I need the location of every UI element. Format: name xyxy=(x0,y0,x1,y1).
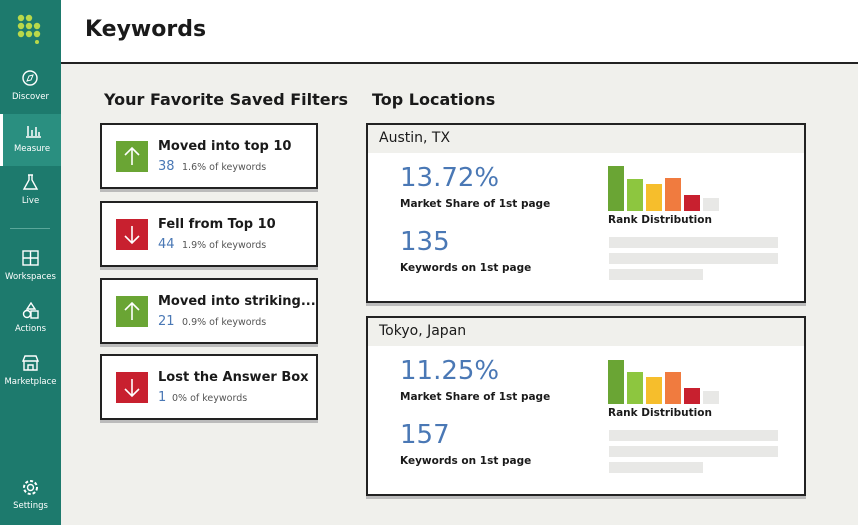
filter-detail: 0.9% of keywords xyxy=(182,317,267,328)
nav-icon xyxy=(26,126,41,138)
rank-bar xyxy=(646,184,662,211)
nav-item[interactable]: Settings xyxy=(0,471,61,523)
nav-icon xyxy=(22,250,39,266)
nav-item[interactable]: Live xyxy=(0,166,61,218)
rank-bar xyxy=(608,360,624,404)
nav-item[interactable]: Marketplace xyxy=(0,347,61,399)
nav-label: Workspaces xyxy=(5,272,56,282)
keyword-label: Keywords on 1st page xyxy=(400,262,532,274)
keyword-count: 157 xyxy=(400,420,450,450)
logo xyxy=(17,14,41,44)
nav-item[interactable]: Discover xyxy=(0,62,61,114)
filter-detail: 1.6% of keywords xyxy=(182,162,267,173)
rank-bar xyxy=(627,179,643,211)
nav-icon xyxy=(23,480,38,495)
arrow xyxy=(124,379,140,398)
rank-bar xyxy=(703,198,719,211)
page-title: Keywords xyxy=(85,17,207,42)
location-card: 11.25% Market Share of 1st page 157 Keyword… xyxy=(366,346,806,496)
placeholder xyxy=(609,446,778,457)
section-title: Your Favorite Saved Filters xyxy=(104,90,349,109)
nav-item[interactable]: Actions xyxy=(0,294,61,346)
keyword-count: 135 xyxy=(400,227,450,257)
filter-icon xyxy=(116,141,148,172)
market-share-label: Market Share of 1st page xyxy=(400,391,551,403)
market-share: 11.25% xyxy=(400,356,500,386)
rank-chart xyxy=(608,360,719,404)
nav-item[interactable]: Measure xyxy=(0,114,61,166)
distribution-label: Rank Distribution xyxy=(608,214,712,226)
location-card: 13.72% Market Share of 1st page 135 Keyword… xyxy=(366,153,806,303)
placeholder xyxy=(609,462,703,473)
nav-label: Settings xyxy=(13,501,48,511)
keyword-label: Keywords on 1st page xyxy=(400,455,532,467)
nav-label: Discover xyxy=(12,92,49,102)
rank-bar xyxy=(703,391,719,404)
filter-label: Moved into striking... xyxy=(158,294,316,309)
market-share: 13.72% xyxy=(400,163,500,193)
nav-label: Actions xyxy=(14,324,47,334)
filter-card[interactable]: Lost the Answer Box 1 0% of keywords xyxy=(100,354,318,420)
nav-label: Marketplace xyxy=(4,377,57,387)
filter-label: Moved into top 10 xyxy=(158,139,292,154)
filter-card[interactable]: Moved into top 10 38 1.6% of keywords xyxy=(100,123,318,189)
header: Keywords xyxy=(61,0,858,64)
rank-bar xyxy=(665,372,681,404)
nav-icon xyxy=(22,355,39,371)
rank-bar xyxy=(684,195,700,211)
arrow xyxy=(124,226,140,245)
filter-label: Fell from Top 10 xyxy=(158,217,276,232)
placeholder xyxy=(609,253,778,264)
rank-chart xyxy=(608,166,719,211)
filter-icon xyxy=(116,296,148,327)
nav-icon xyxy=(22,174,39,190)
rank-bar xyxy=(646,377,662,404)
filter-count: 21 xyxy=(158,314,175,329)
arrow xyxy=(124,301,140,320)
rank-bar xyxy=(627,372,643,404)
filter-card[interactable]: Moved into striking... 21 0.9% of keywords xyxy=(100,278,318,344)
filter-icon xyxy=(116,372,148,403)
filter-count: 38 xyxy=(158,159,175,174)
placeholder xyxy=(609,430,778,441)
filter-detail: 1.9% of keywords xyxy=(182,240,267,251)
filter-count: 1 xyxy=(158,390,167,405)
nav-icon xyxy=(22,70,38,86)
filter-card[interactable]: Fell from Top 10 44 1.9% of keywords xyxy=(100,201,318,267)
filter-label: Lost the Answer Box xyxy=(158,370,309,385)
rank-bar xyxy=(608,166,624,211)
nav-icon xyxy=(22,302,39,319)
nav-item[interactable]: Workspaces xyxy=(0,242,61,294)
location-header: Austin, TX xyxy=(366,123,806,155)
filter-count: 44 xyxy=(158,237,175,252)
placeholder xyxy=(609,237,778,248)
arrow xyxy=(124,146,140,165)
placeholder xyxy=(609,269,703,280)
market-share-label: Market Share of 1st page xyxy=(400,198,551,210)
distribution-label: Rank Distribution xyxy=(608,407,712,419)
rank-bar xyxy=(665,178,681,211)
filter-icon xyxy=(116,219,148,250)
filter-detail: 0% of keywords xyxy=(172,393,248,404)
sidebar: Discover Measure Live Workspaces Actions Mark… xyxy=(0,0,61,525)
nav-label: Live xyxy=(21,196,40,206)
section-title: Top Locations xyxy=(372,90,496,109)
separator xyxy=(10,228,50,229)
rank-bar xyxy=(684,388,700,404)
nav-label: Measure xyxy=(13,144,51,154)
location-header: Tokyo, Japan xyxy=(366,316,806,348)
